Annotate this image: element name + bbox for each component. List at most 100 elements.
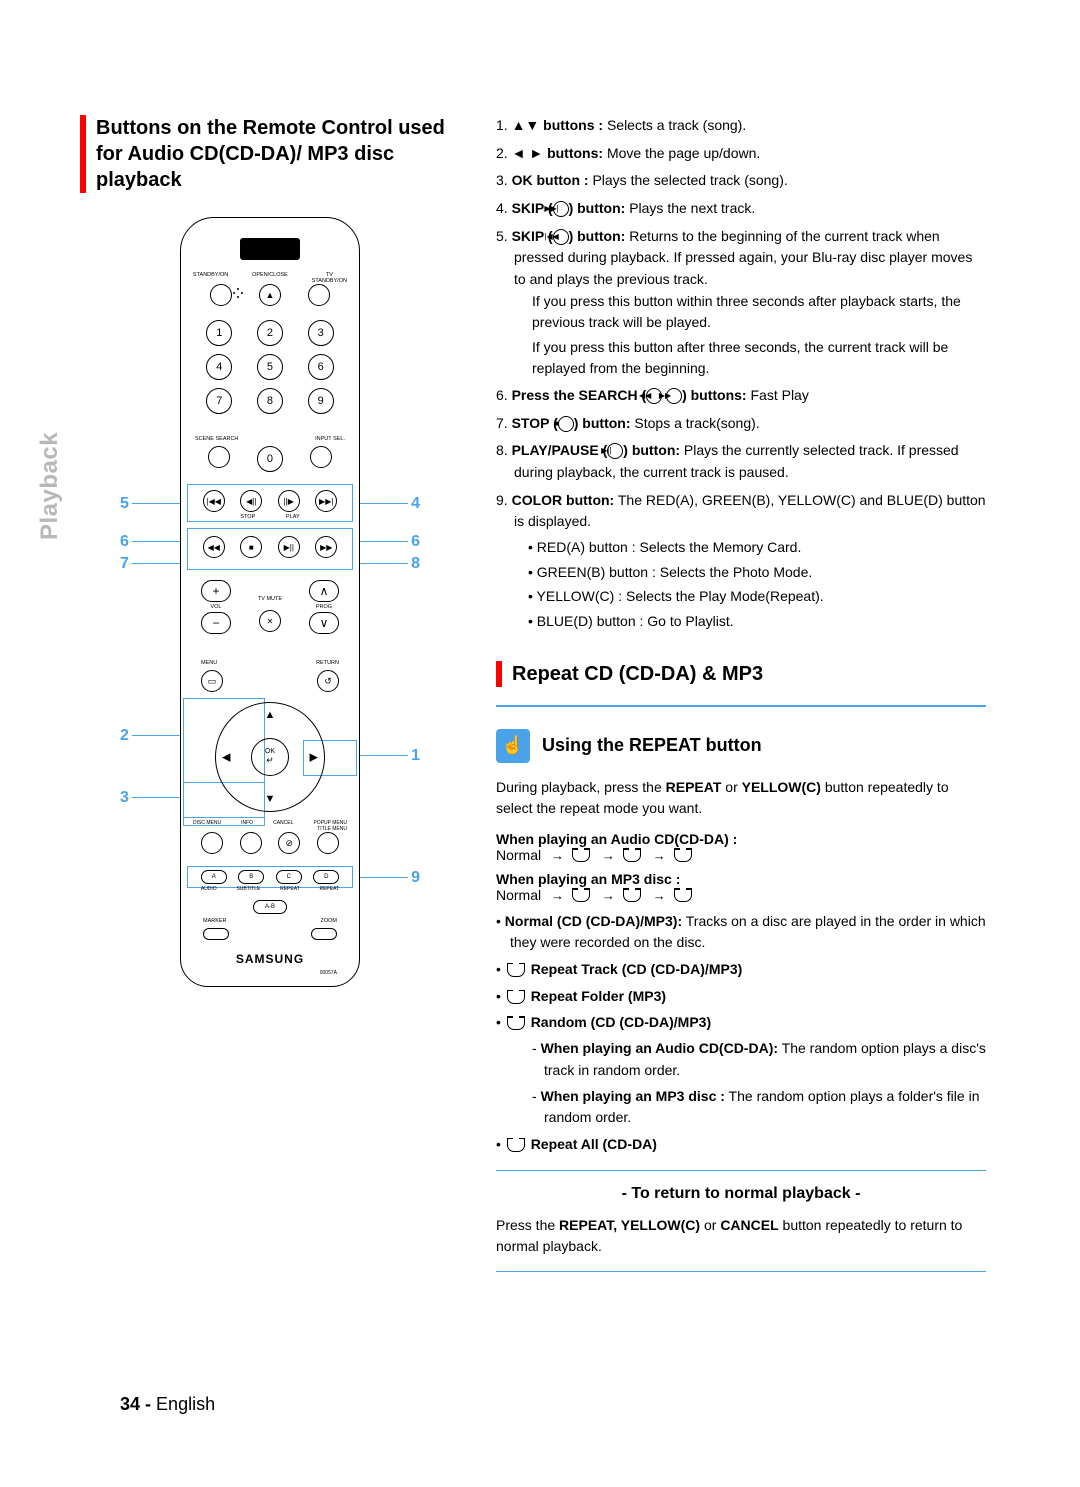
bullet-item: Normal (CD (CD-DA)/MP3): Tracks on a dis… bbox=[496, 911, 986, 954]
section-title-text: Buttons on the Remote Control used for A… bbox=[96, 115, 460, 193]
num-2: 2 bbox=[257, 320, 283, 346]
section-bar bbox=[80, 115, 86, 193]
right-column: 1. ▲▼ buttons : Selects a track (song). 2… bbox=[496, 115, 986, 1286]
lbl-cancel: CANCEL bbox=[273, 820, 293, 832]
lbl-inputsel: INPUT SEL. bbox=[315, 436, 345, 442]
number-pad: 1 2 3 4 5 6 7 8 9 bbox=[181, 320, 359, 414]
lbl-stop: STOP bbox=[240, 514, 255, 520]
num-8: 8 bbox=[257, 388, 283, 414]
btn-playpause: ▶|| bbox=[278, 536, 300, 558]
prog-group: ∧ PROG ∨ bbox=[307, 578, 341, 636]
btn-color-d: D bbox=[313, 870, 339, 884]
callout-1: 1 bbox=[411, 747, 420, 765]
lbl-popup: POPUP MENU TITLE MENU bbox=[313, 820, 347, 832]
list-item: 4. SKIP (▶▶|) button: Plays the next tra… bbox=[496, 198, 986, 220]
left-column: Buttons on the Remote Control used for A… bbox=[80, 115, 460, 1286]
lbl-audio: AUDIO bbox=[201, 886, 217, 892]
num-4: 4 bbox=[206, 354, 232, 380]
btn-popup bbox=[317, 832, 339, 854]
btn-skip-prev: |◀◀ bbox=[203, 490, 225, 512]
rule-3 bbox=[496, 1271, 986, 1272]
page-number: 34 - bbox=[120, 1394, 151, 1414]
rule-1 bbox=[496, 705, 986, 707]
repeat-bullets: Normal (CD (CD-DA)/MP3): Tracks on a dis… bbox=[496, 911, 986, 1156]
remote-body: STANDBY/ON OPEN/CLOSE TV STANDBY/ON ▲ 1 … bbox=[180, 217, 360, 987]
callout-6r: 6 bbox=[411, 533, 420, 551]
btn-vol-down: − bbox=[201, 612, 231, 634]
list-item: 5. SKIP (|◀◀) button: Returns to the beg… bbox=[496, 226, 986, 379]
lbl-menu: MENU bbox=[201, 660, 217, 666]
callout-6l: 6 bbox=[120, 533, 129, 551]
btn-stop: ■ bbox=[240, 536, 262, 558]
list-item: 3. OK button : Plays the selected track … bbox=[496, 170, 986, 192]
btn-color-c: C bbox=[276, 870, 302, 884]
serial-no: 00057A bbox=[320, 970, 337, 976]
lbl-tvstandby: TV STANDBY/ON bbox=[312, 272, 347, 284]
list-item: 9. COLOR button: The RED(A), GREEN(B), Y… bbox=[496, 490, 986, 633]
btn-eject: ▲ bbox=[259, 284, 281, 306]
bullet-item: Repeat All (CD-DA) bbox=[496, 1134, 986, 1156]
btn-standby bbox=[210, 284, 232, 306]
btn-ffwd: ▶▶ bbox=[315, 536, 337, 558]
callout-9: 9 bbox=[411, 869, 420, 887]
list-item: 1. ▲▼ buttons : Selects a track (song). bbox=[496, 115, 986, 137]
list-item: 7. STOP (■) button: Stops a track(song). bbox=[496, 413, 986, 435]
num-6: 6 bbox=[308, 354, 334, 380]
btn-ab: A-B bbox=[253, 900, 287, 914]
return-text: Press the REPEAT, YELLOW(C) or CANCEL bu… bbox=[496, 1215, 986, 1257]
section-title-repeat: Repeat CD (CD-DA) & MP3 bbox=[496, 661, 986, 687]
hand-icon: ☝ bbox=[496, 729, 530, 763]
list-item: 6. Press the SEARCH (◀◀ ▶▶) buttons: Fas… bbox=[496, 385, 986, 407]
repeat-intro: During playback, press the REPEAT or YEL… bbox=[496, 777, 986, 819]
btn-discmenu bbox=[201, 832, 223, 854]
dpad-right: ▶ bbox=[310, 751, 318, 764]
vol-group: + VOL − bbox=[199, 578, 233, 636]
btn-skip-next: ▶▶| bbox=[315, 490, 337, 512]
btn-color-b: B bbox=[238, 870, 264, 884]
dpad-up: ▲ bbox=[265, 709, 276, 721]
btn-inputsel bbox=[310, 446, 332, 468]
page-lang: English bbox=[156, 1394, 215, 1414]
sub-heading-text: Using the REPEAT button bbox=[542, 735, 762, 756]
callout-2: 2 bbox=[120, 727, 129, 745]
rule-2 bbox=[496, 1170, 986, 1171]
callout-3: 3 bbox=[120, 789, 129, 807]
btn-cancel: ⊘ bbox=[278, 832, 300, 854]
btn-return: ↺ bbox=[317, 670, 339, 692]
when-cd: When playing an Audio CD(CD-DA) : Normal… bbox=[496, 831, 986, 863]
lbl-return: RETURN bbox=[316, 660, 339, 666]
btn-rewind: ◀◀ bbox=[203, 536, 225, 558]
list-item: 8. PLAY/PAUSE (▶||) button: Plays the cu… bbox=[496, 440, 986, 483]
list-item: 2. ◄ ► buttons: Move the page up/down. bbox=[496, 143, 986, 165]
bullet-item: Repeat Track (CD (CD-DA)/MP3) bbox=[496, 959, 986, 981]
lbl-tvmute: TV MUTE bbox=[181, 596, 359, 602]
when-mp3: When playing an MP3 disc : Normal → → → bbox=[496, 871, 986, 903]
num-5: 5 bbox=[257, 354, 283, 380]
button-descriptions: 1. ▲▼ buttons : Selects a track (song). 2… bbox=[496, 115, 986, 633]
btn-prog-down: ∨ bbox=[309, 612, 339, 634]
btn-step-fwd: ||▶ bbox=[278, 490, 300, 512]
btn-tvstandby bbox=[308, 284, 330, 306]
sub-heading-repeat: ☝ Using the REPEAT button bbox=[496, 729, 986, 763]
section2-title-text: Repeat CD (CD-DA) & MP3 bbox=[512, 661, 763, 687]
repeat-section: Repeat CD (CD-DA) & MP3 ☝ Using the REPE… bbox=[496, 661, 986, 1272]
callout-8: 8 bbox=[411, 555, 420, 573]
callout-7: 7 bbox=[120, 555, 129, 573]
btn-menu: ▭ bbox=[201, 670, 223, 692]
lbl-scenesearch: SCENE SEARCH bbox=[195, 436, 238, 442]
btn-zoom bbox=[311, 928, 337, 940]
lbl-subtitle: SUBTITLE bbox=[236, 886, 260, 892]
num-7: 7 bbox=[206, 388, 232, 414]
lbl-play: PLAY bbox=[286, 514, 300, 520]
btn-step-back: ◀|| bbox=[240, 490, 262, 512]
lbl-prog: PROG bbox=[307, 604, 341, 610]
btn-mute: ✕ bbox=[259, 610, 281, 632]
num-0: 0 bbox=[257, 446, 283, 472]
lbl-zoom: ZOOM bbox=[321, 918, 338, 924]
lbl-vol: VOL bbox=[199, 604, 233, 610]
side-tab-playback: Playback bbox=[36, 432, 64, 540]
btn-marker bbox=[203, 928, 229, 940]
lbl-standby: STANDBY/ON bbox=[193, 272, 228, 284]
lbl-info: INFO bbox=[241, 820, 253, 832]
num-9: 9 bbox=[308, 388, 334, 414]
